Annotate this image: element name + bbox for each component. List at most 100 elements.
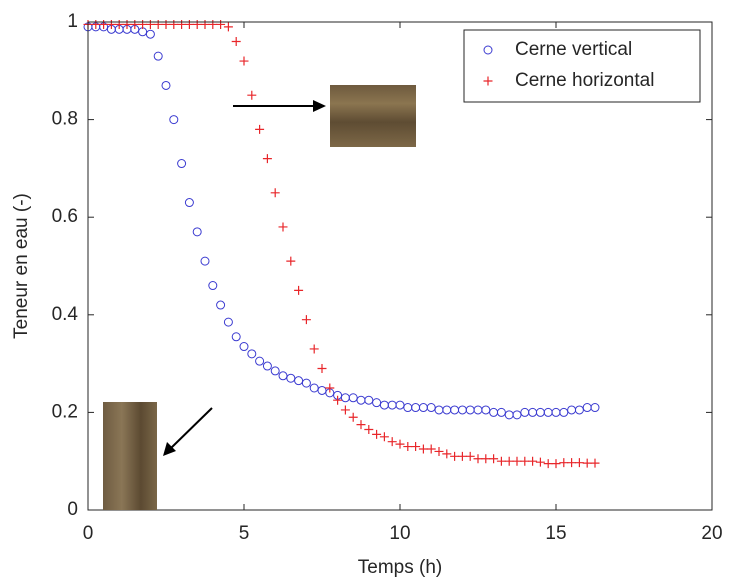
circle-marker — [348, 393, 358, 403]
plus-marker — [434, 446, 444, 456]
plus-marker — [317, 363, 327, 373]
circle-marker — [262, 361, 272, 371]
circle-marker — [223, 317, 233, 327]
plus-marker — [114, 19, 124, 29]
circle-marker — [169, 115, 179, 125]
plus-marker — [379, 432, 389, 442]
plus-marker — [450, 451, 460, 461]
plus-marker — [184, 19, 194, 29]
arrow-head — [313, 100, 326, 112]
circle-marker — [496, 407, 506, 417]
plus-marker — [286, 256, 296, 266]
y-tick-label: 0.8 — [52, 109, 78, 130]
plus-marker — [231, 37, 241, 47]
plus-marker — [340, 405, 350, 415]
circle-marker — [286, 373, 296, 383]
plus-marker — [504, 456, 514, 466]
plus-marker — [145, 19, 155, 29]
y-axis-label: Teneur en eau (-) — [11, 193, 32, 339]
legend-box — [463, 29, 701, 103]
plus-marker — [551, 459, 561, 469]
legend-marker — [483, 45, 493, 55]
x-tick-label: 0 — [83, 523, 94, 544]
plus-marker — [325, 383, 335, 393]
plus-marker — [364, 424, 374, 434]
circle-marker — [426, 403, 436, 413]
plus-marker — [192, 19, 202, 29]
x-tick-label: 15 — [545, 523, 566, 544]
circle-marker — [161, 80, 171, 90]
plus-marker — [333, 395, 343, 405]
circle-marker — [216, 300, 226, 310]
plus-marker — [161, 19, 171, 29]
circle-marker — [481, 405, 491, 415]
y-tick-label: 0.4 — [52, 304, 79, 325]
legend-label: Cerne vertical — [515, 39, 632, 60]
plus-marker — [457, 451, 467, 461]
plus-marker — [411, 442, 421, 452]
x-tick-label: 20 — [701, 523, 722, 544]
circle-marker — [208, 281, 218, 291]
x-tick-label: 5 — [239, 523, 250, 544]
plus-marker — [208, 19, 218, 29]
circle-marker — [278, 371, 288, 381]
plus-marker — [91, 19, 101, 29]
y-tick-label: 0.6 — [52, 206, 78, 227]
plus-marker — [442, 449, 452, 459]
y-tick-label: 1 — [67, 11, 78, 32]
plus-marker — [520, 456, 530, 466]
y-tick-label: 0.2 — [52, 401, 78, 422]
plus-marker — [106, 19, 116, 29]
circle-marker — [317, 385, 327, 395]
plus-marker — [294, 285, 304, 295]
circle-marker — [192, 227, 202, 237]
circle-marker — [255, 356, 265, 366]
plus-marker — [270, 188, 280, 198]
circle-marker — [184, 198, 194, 208]
circle-marker — [590, 403, 600, 413]
circle-marker — [177, 159, 187, 169]
circle-marker — [247, 349, 257, 359]
circle-marker — [559, 407, 569, 417]
legend-marker — [483, 76, 493, 86]
wood-photo-vertical — [103, 402, 157, 510]
plus-marker — [473, 454, 483, 464]
plus-marker — [309, 344, 319, 354]
plus-marker — [559, 458, 569, 468]
circle-marker — [270, 366, 280, 376]
plus-marker — [465, 451, 475, 461]
plus-marker — [582, 458, 592, 468]
circle-marker — [153, 51, 163, 61]
plus-marker — [418, 444, 428, 454]
plus-marker — [372, 429, 382, 439]
plus-marker — [301, 315, 311, 325]
circle-marker — [372, 398, 382, 408]
plus-marker — [489, 454, 499, 464]
plus-marker — [512, 456, 522, 466]
plus-marker — [403, 442, 413, 452]
plus-marker — [247, 90, 257, 100]
plus-marker — [177, 19, 187, 29]
x-axis-label: Temps (h) — [358, 557, 442, 578]
plus-marker — [169, 19, 179, 29]
plus-marker — [426, 444, 436, 454]
arrow-head — [163, 442, 176, 456]
plus-marker — [543, 459, 553, 469]
legend-label: Cerne horizontal — [515, 70, 654, 91]
plus-marker — [262, 154, 272, 164]
plus-marker — [535, 457, 545, 467]
plus-marker — [153, 19, 163, 29]
plus-marker — [278, 222, 288, 232]
plus-marker — [223, 22, 233, 32]
circle-marker — [301, 378, 311, 388]
plus-marker — [496, 456, 506, 466]
plus-marker — [255, 124, 265, 134]
circle-marker — [145, 29, 155, 39]
circle-marker — [512, 410, 522, 420]
wood-photo-horizontal — [330, 85, 416, 147]
arrow — [169, 407, 213, 450]
plus-marker — [574, 458, 584, 468]
circle-marker — [395, 400, 405, 410]
plus-marker — [200, 19, 210, 29]
